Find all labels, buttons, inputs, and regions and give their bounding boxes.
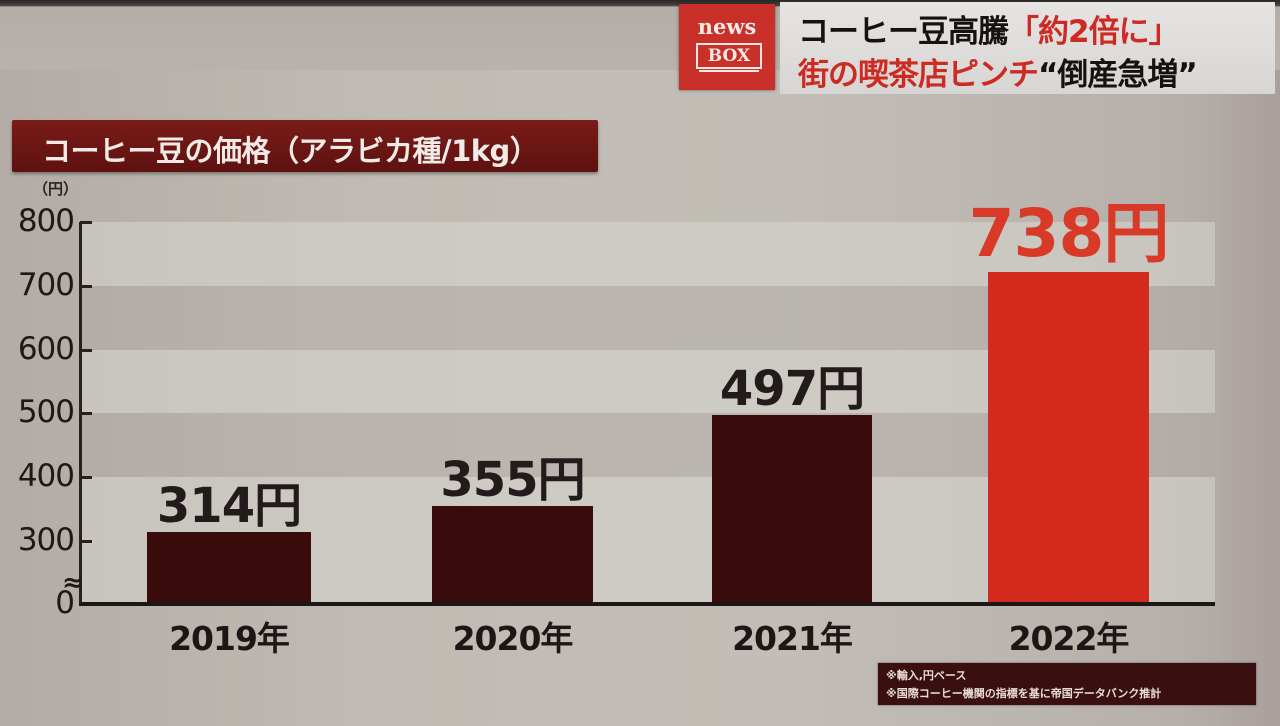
x-tick-label: 2021年: [732, 619, 853, 658]
axis-break-icon: ≈: [62, 568, 84, 598]
footnote-box: ※輸入,円ベース ※国際コーヒー機関の指標を基に帝国データバンク推計: [878, 663, 1256, 705]
y-tick-label: 0: [55, 585, 75, 621]
bar-value-label: 738円: [968, 195, 1170, 272]
headline-part: 「約2倍に」: [1008, 14, 1180, 50]
headline-part: 街の喫茶店ピンチ: [798, 57, 1039, 93]
y-tick: [80, 221, 92, 224]
headline-part: “倒産急増”: [1038, 57, 1198, 93]
y-tick-label: 600: [17, 330, 75, 367]
y-tick-label: 800: [17, 203, 75, 239]
news-box-logo: news BOX: [679, 4, 775, 90]
x-tick-label: 2022年: [1008, 619, 1130, 658]
chart-title: コーヒー豆の価格（アラビカ種/1kg）: [42, 134, 539, 168]
headline-line-2: 街の喫茶店ピンチ“倒産急増”: [798, 49, 1198, 94]
logo-news-text: news: [697, 14, 757, 39]
headline-line-1: コーヒー豆高騰「約2倍に」: [798, 6, 1180, 51]
x-axis-line: [79, 602, 1215, 606]
bar-2019年: [147, 532, 311, 604]
y-tick: [80, 540, 92, 543]
footnote-1: ※輸入,円ベース: [886, 669, 967, 682]
y-tick: [80, 412, 92, 416]
footnote-2: ※国際コーヒー機関の指標を基に帝国データバンク推計: [886, 687, 1162, 700]
y-tick: [80, 348, 92, 352]
x-tick-label: 2019年: [169, 619, 290, 658]
bar-value-label: 314円: [156, 478, 302, 535]
bar-2021年: [712, 415, 872, 604]
y-tick-label: 400: [17, 458, 75, 495]
y-tick-label: 300: [17, 522, 75, 558]
bar-value-label: 497円: [719, 361, 865, 418]
x-tick-label: 2020年: [452, 619, 574, 658]
y-tick: [80, 476, 92, 480]
y-tick-label: 700: [17, 266, 75, 303]
y-tick: [80, 284, 92, 288]
chart-title-bar: コーヒー豆の価格（アラビカ種/1kg）: [12, 120, 598, 172]
bar-2020年: [432, 505, 593, 604]
y-tick-label: 500: [17, 394, 75, 431]
bar-2022年: [988, 272, 1149, 604]
logo-underline: [699, 70, 759, 72]
y-axis-unit: （円）: [33, 180, 79, 198]
logo-box-text: BOX: [696, 43, 762, 69]
bar-value-label: 355円: [440, 451, 585, 508]
headline-part: コーヒー豆高騰: [798, 14, 1009, 50]
headline-panel: コーヒー豆高騰「約2倍に」 街の喫茶店ピンチ“倒産急増”: [780, 2, 1275, 94]
